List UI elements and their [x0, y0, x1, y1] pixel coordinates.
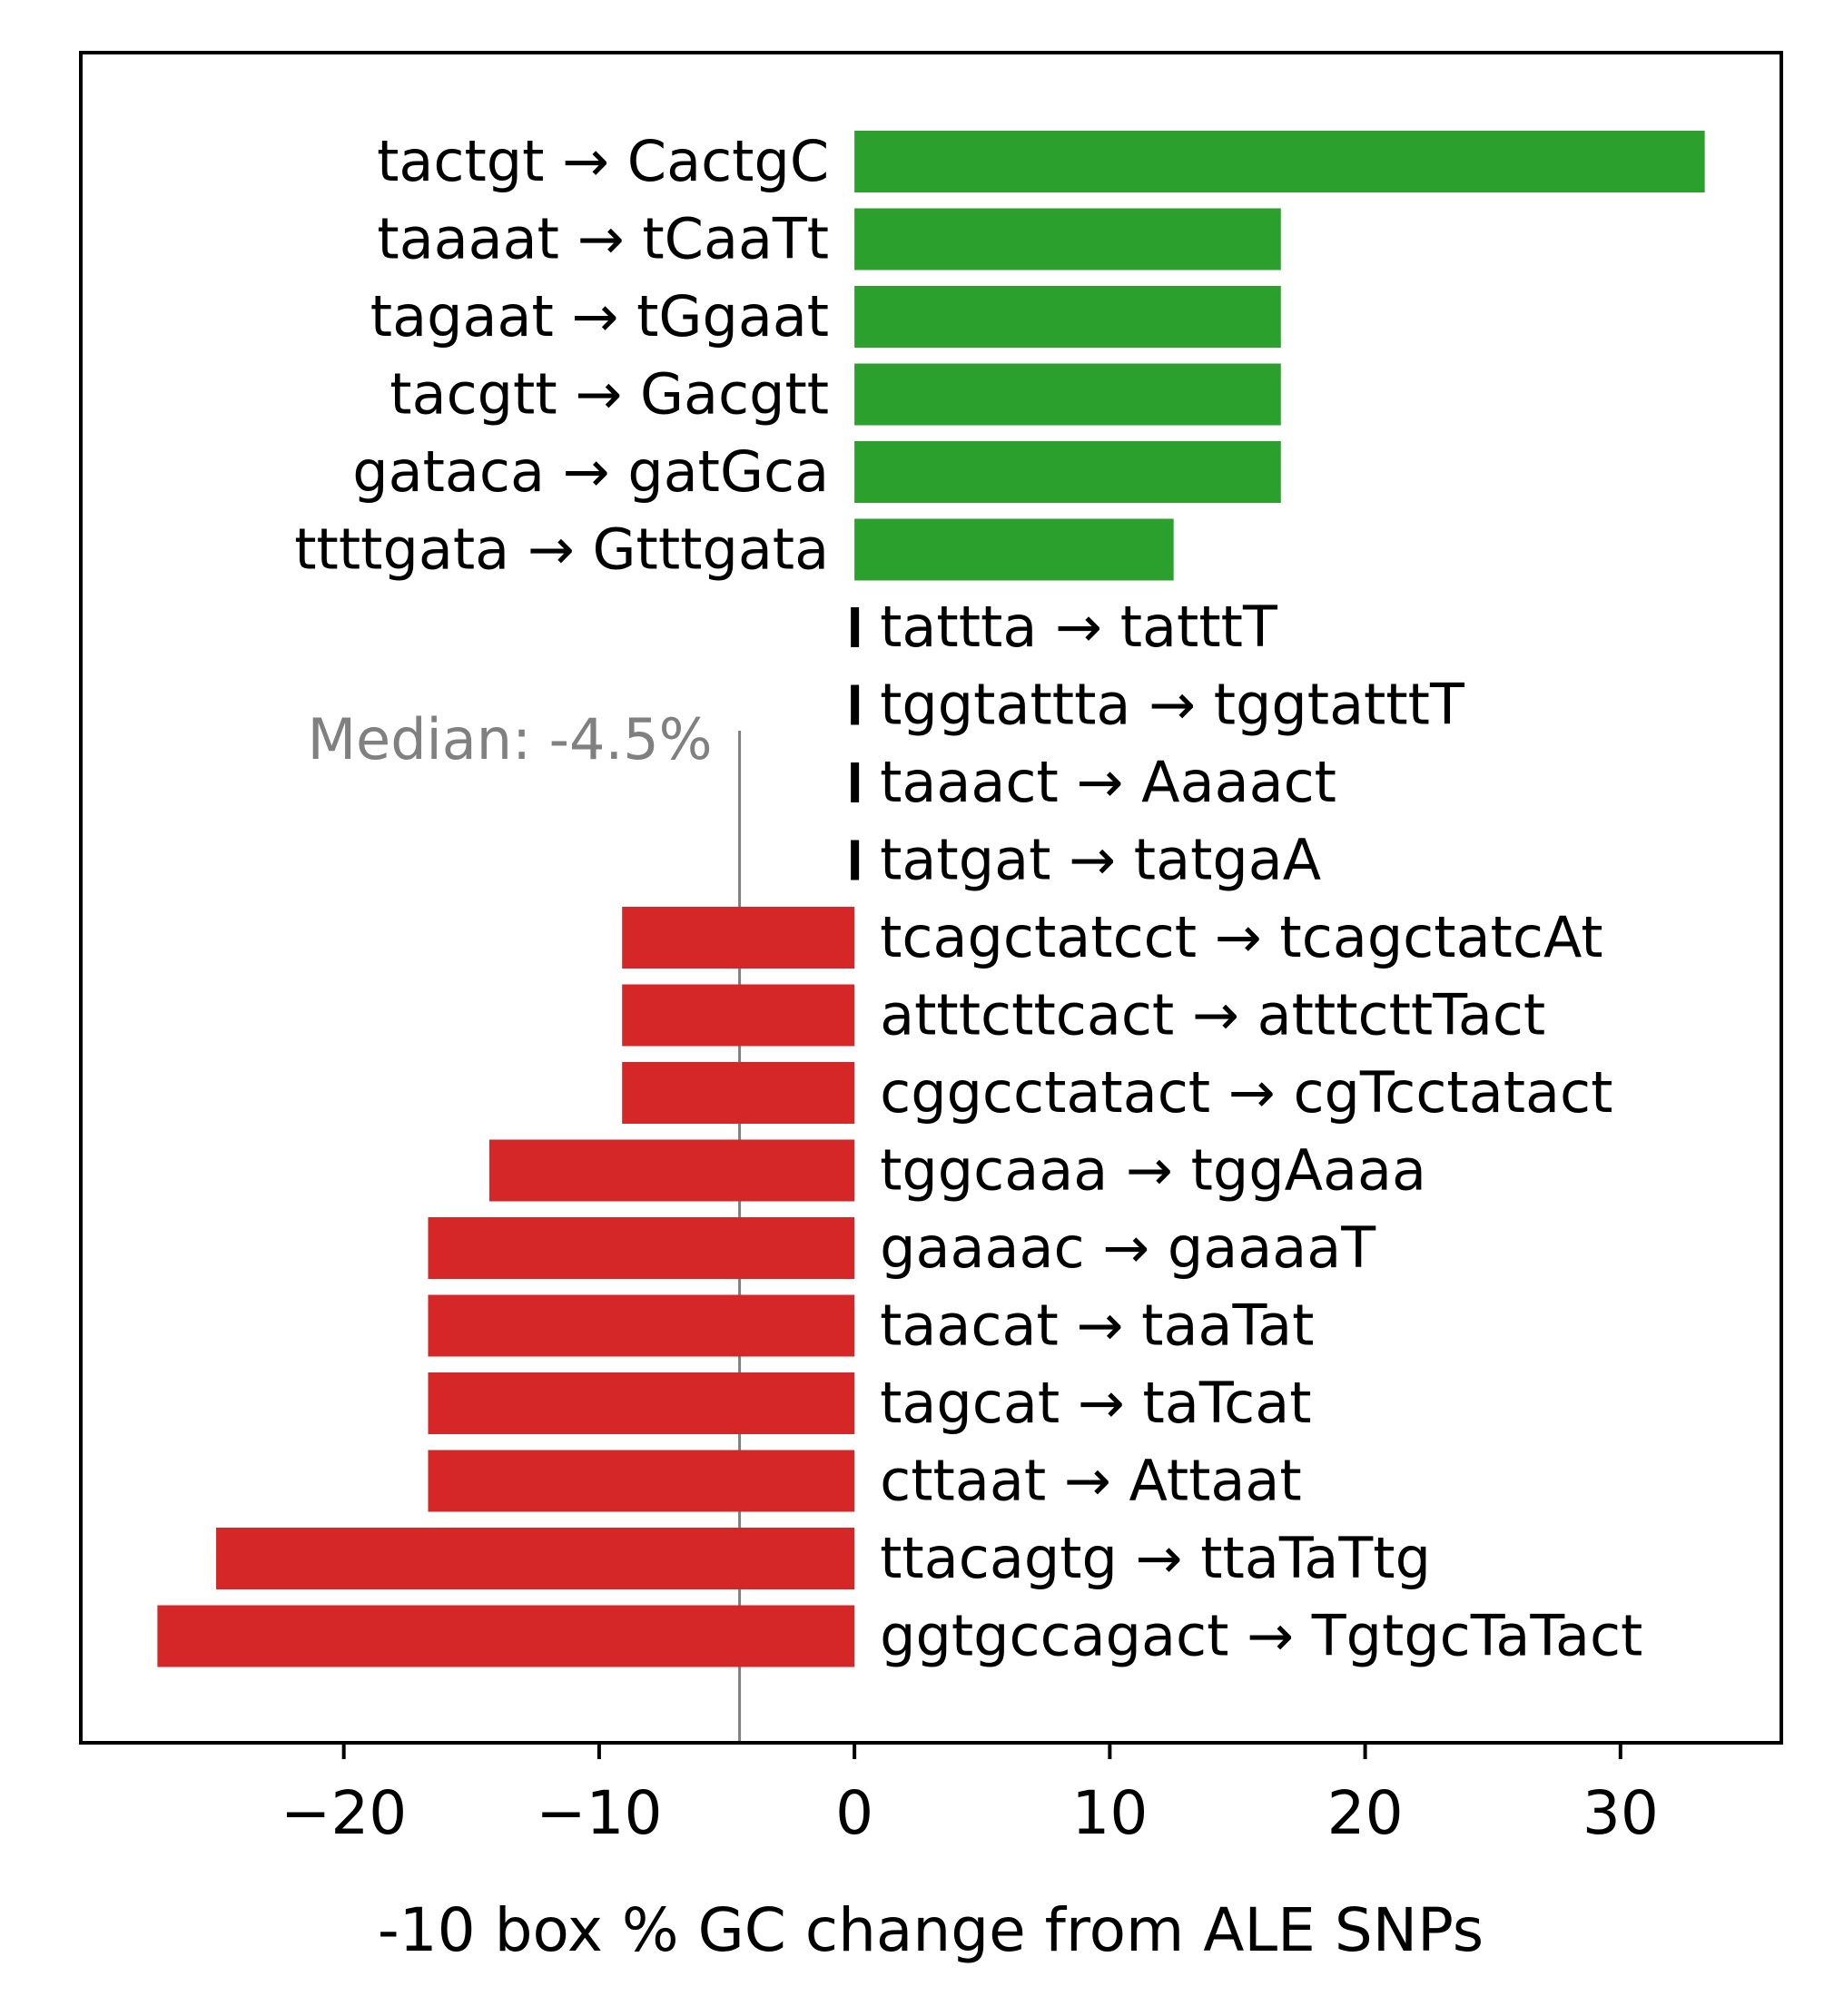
category-label: taaact → Aaaact [880, 749, 1336, 815]
bar-negative [428, 1450, 855, 1512]
category-label: ggtgccagact → TgtgcTaTact [880, 1603, 1642, 1669]
bar-negative [622, 984, 855, 1047]
bar-negative [622, 907, 855, 969]
bar-positive [854, 286, 1281, 348]
bar-group [157, 131, 1705, 1667]
bar-negative [428, 1217, 855, 1279]
bar-zero-marker [851, 762, 860, 802]
x-tick-label: 0 [835, 1778, 873, 1848]
x-axis-ticks: −20 −10 0 10 20 30 [281, 1743, 1659, 1848]
bar-zero-marker [851, 607, 860, 647]
bar-negative [216, 1528, 855, 1589]
category-label: tagcat → taTcat [880, 1370, 1311, 1436]
category-label: tagaat → tGgaat [370, 283, 829, 349]
category-label: tactgt → CactgC [377, 128, 829, 194]
x-tick-label: −20 [281, 1778, 407, 1848]
category-label: taaaat → tCaaTt [377, 206, 829, 272]
category-label-group: tactgt → CactgC taaaat → tCaaTt tagaat → t… [294, 128, 1642, 1669]
bar-positive [854, 131, 1705, 192]
category-label: gataca → gatGca [352, 438, 829, 505]
bar-positive [854, 363, 1281, 426]
category-label: cttaat → Attaat [880, 1448, 1302, 1514]
bar-negative [622, 1062, 855, 1124]
category-label: ttacagtg → ttaTaTtg [880, 1525, 1431, 1591]
bar-zero-marker [851, 840, 860, 880]
category-label: gaaaac → gaaaaT [880, 1215, 1376, 1281]
category-label: cggcctatact → cgTcctatact [880, 1059, 1612, 1126]
bar-positive [854, 518, 1174, 581]
x-tick-label: 20 [1327, 1778, 1404, 1848]
x-tick-label: 10 [1071, 1778, 1148, 1848]
bar-zero-marker [851, 684, 860, 725]
category-label: atttcttcact → atttcttTact [880, 982, 1545, 1048]
category-label: tacgtt → Gacgtt [389, 361, 829, 428]
category-label: ttttgata → Gtttgata [294, 516, 829, 583]
category-label: tatgat → tatgaA [880, 827, 1321, 893]
bar-positive [854, 441, 1281, 503]
x-tick-label: −10 [536, 1778, 662, 1848]
category-label: tggtattta → tggtatttT [880, 672, 1465, 738]
bar-negative [488, 1139, 855, 1202]
category-label: tcagctatcct → tcagctatcAt [880, 904, 1602, 970]
bar-negative [428, 1294, 855, 1357]
x-axis-label: -10 box % GC change from ALE SNPs [378, 1895, 1484, 1965]
category-label: taacat → taaTat [880, 1293, 1314, 1359]
bar-positive [854, 208, 1281, 270]
category-label: tattta → tatttT [880, 594, 1278, 660]
bar-negative [157, 1605, 855, 1667]
x-tick-label: 30 [1582, 1778, 1659, 1848]
plot-frame [79, 51, 1783, 1745]
bar-negative [428, 1372, 855, 1434]
category-label: tggcaaa → tggAaaa [880, 1137, 1426, 1204]
median-label: Median: -4.5% [308, 706, 713, 772]
